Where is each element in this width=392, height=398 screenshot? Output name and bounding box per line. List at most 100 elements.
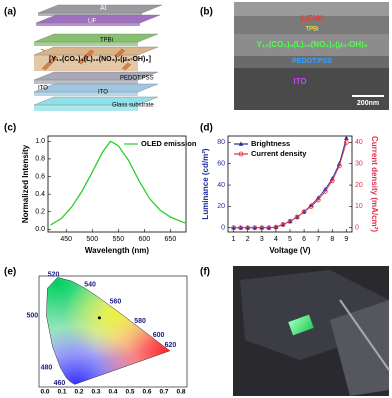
molecule: [123, 65, 129, 69]
x-tick-label: 1: [232, 236, 236, 243]
data-point: [287, 218, 293, 224]
data-point: [266, 225, 272, 231]
molecule: [119, 49, 125, 53]
layer-top: [37, 4, 163, 14]
y-axis-label: Normalized Intensity: [21, 144, 30, 223]
y-axis-label: Luminance (cd/m²): [201, 148, 210, 219]
wavelength-label: 460: [54, 380, 66, 387]
molecule: [116, 52, 122, 56]
molecule: [45, 63, 51, 67]
y-tick-label: 1.0: [35, 138, 45, 145]
x-tick-label: 0.8: [176, 389, 185, 396]
data-point: [301, 209, 307, 215]
x-tick-label: 3: [260, 236, 264, 243]
data-point: [294, 214, 300, 220]
layer-label: ITO: [38, 86, 48, 92]
data-point: [259, 225, 265, 231]
molecule: [80, 58, 86, 62]
layer-label: Y₁₂(CO₃)₄(L)₁₆(NO₃)₂(μ₃-OH)₈: [256, 40, 367, 49]
plot-frame: [47, 135, 187, 233]
layer-top: [33, 96, 159, 106]
layer-label: PEDOT:PSS: [120, 76, 154, 82]
molecule: [89, 49, 95, 53]
y-tick-label: 60: [217, 161, 225, 168]
molecule: [86, 52, 92, 56]
molecule: [125, 63, 131, 67]
data-point: [238, 225, 244, 231]
molecule: [49, 59, 55, 63]
wavelength-label: 540: [84, 282, 96, 289]
layer-top: [33, 71, 159, 81]
data-point: [231, 225, 236, 230]
molecule: [84, 54, 90, 58]
molecule: [77, 61, 83, 65]
x-tick-label: 5: [288, 236, 292, 243]
x-tick-label: 550: [112, 236, 124, 243]
x-tick-label: 500: [86, 236, 98, 243]
molecule: [115, 53, 121, 57]
panel-label: (c): [4, 123, 16, 134]
layer-label: Al: [100, 5, 107, 12]
layer-label: TPBi: [100, 38, 113, 44]
molecule: [42, 66, 48, 70]
data-point: [329, 178, 335, 184]
legend-marker: [238, 141, 244, 146]
legend-label: OLED emission: [141, 139, 197, 148]
cie-gradient: [46, 277, 170, 385]
layer-label: TPBi: [305, 27, 318, 33]
data-point: [336, 163, 342, 169]
layer-side: [34, 80, 138, 84]
wavelength-label: 520: [48, 271, 60, 278]
x-tick-label: 2: [246, 236, 250, 243]
cie-point: [97, 316, 101, 320]
data-point: [252, 225, 258, 231]
device-schematic: [33, 4, 163, 111]
layer-label: [Y₁₂(CO₃)₄(L)₁₆(NO₃)₂(μ₃-OH)₈]: [49, 56, 151, 63]
layer-label: LiF: [88, 19, 97, 25]
y-tick-label: 80: [217, 139, 225, 146]
y-tick-label: 0.8: [35, 156, 45, 163]
photo-region: [330, 300, 389, 396]
molecule: [79, 59, 85, 63]
y2-tick-label: 20: [355, 182, 363, 189]
layer-side: [36, 23, 140, 26]
molecule: [87, 51, 93, 55]
layer-label: ITO: [293, 77, 306, 86]
y-tick-label: 0.0: [35, 226, 45, 233]
x-axis-label: Wavelength (nm): [85, 246, 149, 255]
y-tick-label: 40: [217, 182, 225, 189]
layer-top: [33, 83, 159, 93]
x-tick-label: 0.1: [57, 389, 66, 396]
molecule: [83, 55, 89, 59]
cie-outline: [46, 277, 171, 385]
x-tick-label: 0.0: [40, 389, 49, 396]
panel-label: (d): [200, 123, 213, 134]
molecule: [40, 48, 46, 52]
x-tick-label: 600: [138, 236, 150, 243]
wavelength-label: 480: [41, 365, 53, 372]
wavelength-label: 600: [153, 332, 165, 339]
molecule: [114, 54, 120, 58]
x-tick-label: 8: [330, 236, 334, 243]
y2-tick-label: 40: [355, 139, 363, 146]
layer-top: [33, 46, 159, 56]
molecule: [48, 60, 54, 64]
molecule: [122, 66, 128, 70]
molecule: [88, 50, 94, 54]
data-point: [308, 202, 314, 208]
molecule: [52, 56, 58, 60]
layer-top: [33, 33, 159, 43]
x-tick-label: 0.7: [159, 389, 168, 396]
molecule: [126, 62, 132, 66]
x-tick-label: 650: [165, 236, 177, 243]
x-tick-label: 450: [60, 236, 72, 243]
y-tick-label: 0: [221, 225, 225, 232]
molecule: [117, 51, 123, 55]
data-point: [231, 225, 237, 231]
y2-axis-label: Current density (mA/cm²): [370, 136, 379, 232]
molecule: [41, 67, 47, 71]
x-tick-label: 0.6: [142, 389, 151, 396]
x-tick-label: 4: [274, 236, 278, 243]
scale-bar-label: 200nm: [357, 100, 379, 107]
